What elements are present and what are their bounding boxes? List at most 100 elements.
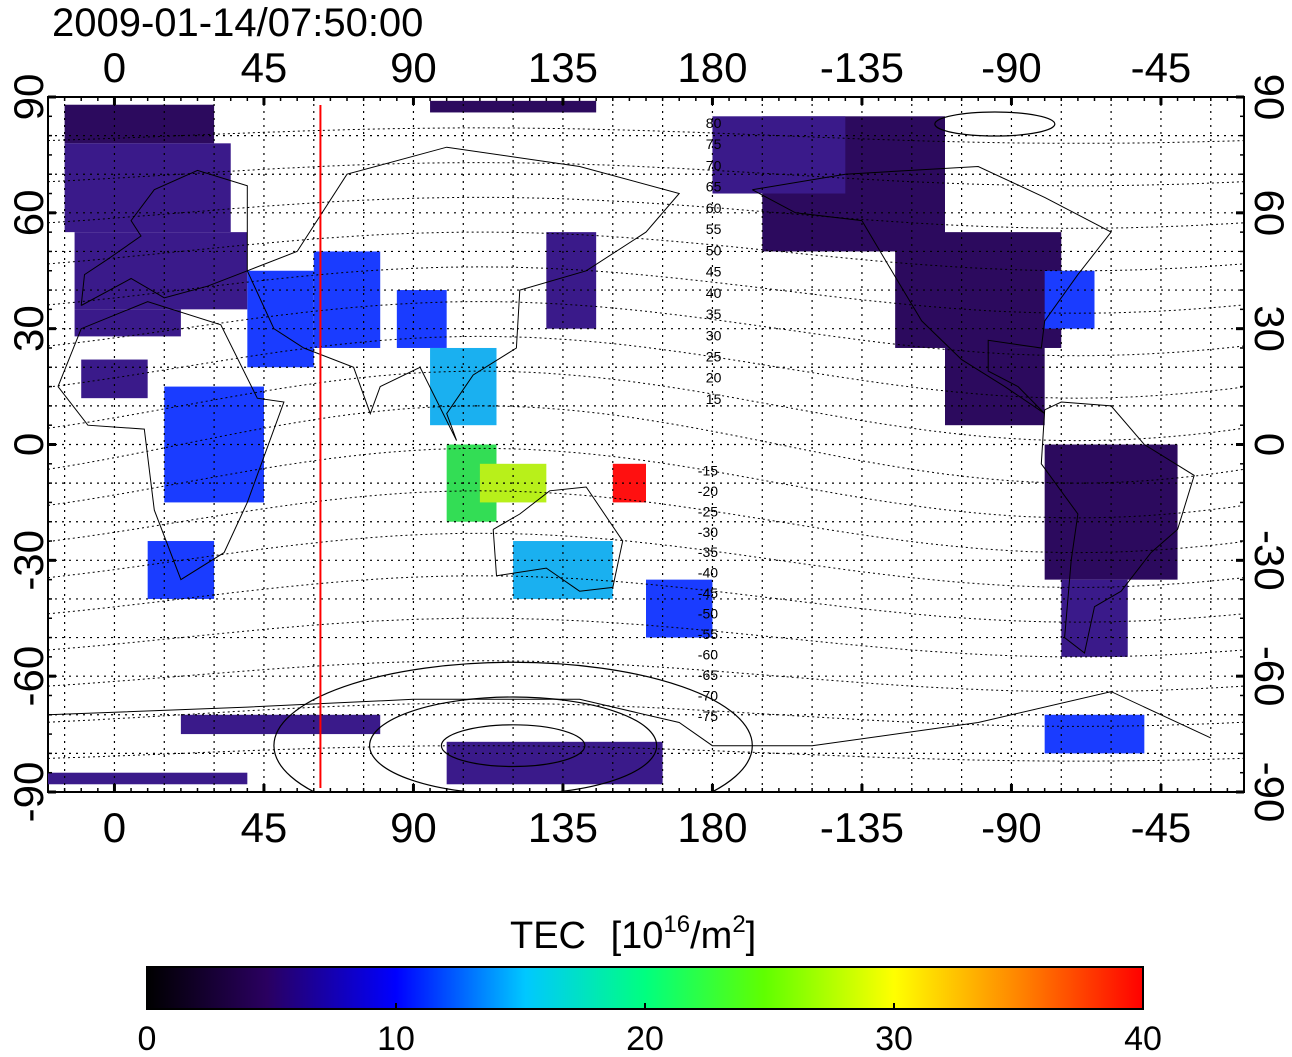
- lat-tick-label: -30: [5, 530, 52, 591]
- lat-tick-label: 30: [5, 305, 52, 352]
- contour-label: 25: [706, 348, 722, 364]
- contour-label: -35: [698, 544, 718, 560]
- tec-region: [247, 270, 314, 368]
- lat-tick-label: 90: [5, 74, 52, 121]
- tec-region: [180, 714, 381, 735]
- lon-tick-label: -135: [820, 44, 904, 91]
- tec-region: [1044, 714, 1145, 754]
- magnetic-contour: [48, 370, 1244, 442]
- lon-tick-label: -45: [1131, 44, 1192, 91]
- lat-tick-label: -60: [1246, 646, 1292, 707]
- colorbar-tick-label: 30: [875, 1020, 913, 1057]
- frame-ticks: [48, 95, 1245, 794]
- lon-tick-label: 0: [103, 44, 126, 91]
- lat-tick-label: 30: [1246, 305, 1292, 352]
- lon-tick-label: -45: [1131, 804, 1192, 851]
- lat-tick-label: 60: [5, 189, 52, 236]
- lat-tick-label: 90: [1246, 74, 1292, 121]
- magnetic-contour: [48, 617, 1244, 658]
- contour-label: -55: [698, 626, 718, 642]
- colorbar-title-text: TEC: [510, 915, 586, 957]
- tec-region: [646, 579, 713, 638]
- contour-label: 50: [706, 242, 722, 258]
- lon-tick-label: 0: [103, 804, 126, 851]
- contour-label: 75: [706, 136, 722, 152]
- contour-label: -20: [698, 483, 718, 499]
- lon-tick-label: 135: [528, 804, 598, 851]
- tec-region: [513, 541, 613, 599]
- lon-tick-label: 180: [677, 44, 747, 91]
- contour-label: 60: [706, 200, 722, 216]
- contour-label: 30: [706, 327, 722, 343]
- colorbar-tick-label: 40: [1124, 1020, 1162, 1057]
- lon-tick-label: -90: [981, 44, 1042, 91]
- tec-region: [396, 290, 447, 348]
- lat-tick-label: 0: [1246, 433, 1292, 456]
- contour-label: 15: [706, 391, 722, 407]
- lat-tick-label: -60: [5, 646, 52, 707]
- contour-loop: [440, 724, 586, 768]
- lat-tick-label: 0: [5, 433, 52, 456]
- tec-region: [164, 386, 264, 503]
- magnetic-contour: [48, 335, 1244, 399]
- lat-axis-left: 90 60 30 0 -30 -60 -90: [5, 74, 52, 823]
- map-title: 2009-01-14/07:50:00: [52, 1, 423, 45]
- coastlines: [48, 146, 1212, 747]
- coastline: [752, 165, 1112, 415]
- contour-loop: [934, 111, 1056, 137]
- lon-tick-label: 180: [677, 804, 747, 851]
- lon-tick-label: -135: [820, 804, 904, 851]
- lat-tick-label: 60: [1246, 189, 1292, 236]
- lon-axis-bottom: 0 45 90 135 180 -135 -90 -45: [103, 804, 1192, 851]
- colorbar-ticks: 0 10 20 30 40: [138, 1003, 1162, 1057]
- tec-region: [1061, 579, 1128, 657]
- magnetic-contour: [48, 266, 1244, 314]
- magnetic-contour: [48, 490, 1244, 554]
- magnetic-contour: [48, 447, 1244, 519]
- contour-label: -30: [698, 524, 718, 540]
- contour-label: -50: [698, 606, 718, 622]
- tec-region: [48, 772, 248, 785]
- tec-region: [64, 143, 231, 233]
- contour-label: 70: [706, 157, 722, 173]
- colorbar-unit-exp: 16: [663, 911, 690, 938]
- contour-loop: [369, 696, 658, 792]
- colorbar-unit-close: ]: [746, 915, 757, 957]
- lon-tick-label: 90: [390, 44, 437, 91]
- contour-label: -45: [698, 585, 718, 601]
- colorbar-tick-label: 10: [377, 1020, 415, 1057]
- tec-region: [147, 541, 215, 599]
- contour-label: 65: [706, 179, 722, 195]
- tec-region: [313, 251, 381, 348]
- colorbar-unit-mid: /m: [690, 915, 732, 957]
- contour-label: -65: [698, 667, 718, 683]
- contour-label: -15: [698, 462, 718, 478]
- colorbar: [146, 966, 1144, 1010]
- map-content: [48, 97, 1244, 792]
- lon-tick-label: 135: [528, 44, 598, 91]
- coastline: [1040, 401, 1195, 654]
- coastline: [80, 169, 248, 306]
- lon-tick-label: -90: [981, 804, 1042, 851]
- colorbar-unit-sq: 2: [732, 911, 745, 938]
- contour-label: 35: [706, 306, 722, 322]
- contour-label: 55: [706, 221, 722, 237]
- tec-region: [945, 347, 1045, 426]
- contour-label: -70: [698, 687, 718, 703]
- lat-tick-label: -90: [5, 762, 52, 823]
- colorbar-tick-label: 0: [138, 1020, 157, 1057]
- coastline: [492, 486, 624, 592]
- lon-axis-top: 0 45 90 135 180 -135 -90 -45: [103, 44, 1192, 91]
- lat-axis-right: 90 60 30 0 -30 -60 -90: [1246, 74, 1292, 823]
- lat-tick-label: -90: [1246, 762, 1292, 823]
- tec-region: [1044, 270, 1095, 329]
- tec-region: [1044, 444, 1178, 580]
- lon-tick-label: 45: [241, 44, 288, 91]
- coastline: [57, 301, 285, 581]
- magnetic-contour: [48, 532, 1244, 588]
- coastline: [48, 691, 1212, 747]
- colorbar-title: TEC [1016/m2]: [510, 911, 756, 957]
- coastline: [246, 146, 681, 441]
- lon-tick-label: 45: [241, 804, 288, 851]
